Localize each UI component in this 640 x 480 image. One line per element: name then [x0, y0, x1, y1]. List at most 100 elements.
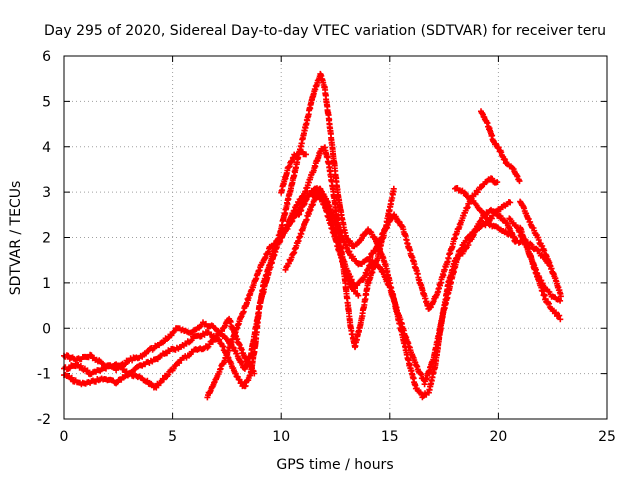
point-marker-run: [302, 91, 317, 131]
point-marker-run: [425, 364, 439, 396]
point-marker-run: [358, 280, 371, 322]
x-tick-label: 25: [598, 429, 616, 445]
series-track-6: [278, 147, 309, 196]
point-marker-run: [425, 291, 440, 312]
point-marker-run: [484, 120, 497, 145]
x-tick-label: 5: [168, 429, 177, 445]
point-marker-run: [399, 334, 412, 367]
series-track-9: [478, 108, 523, 185]
point-marker-run: [321, 83, 332, 122]
point-marker-run: [408, 252, 423, 286]
point-marker-run: [434, 263, 449, 296]
point-marker-run: [447, 248, 462, 287]
x-tick-label: 20: [489, 429, 507, 445]
point-marker-run: [543, 298, 555, 312]
point-marker-run: [241, 372, 254, 390]
point-marker-run: [139, 345, 157, 360]
point-marker-run: [452, 185, 466, 195]
point-marker-run: [517, 198, 532, 222]
point-marker-run: [486, 221, 501, 231]
point-marker-run: [406, 361, 419, 389]
point-marker-run: [486, 175, 501, 186]
point-marker-run: [349, 239, 362, 250]
series-track-11: [517, 198, 564, 300]
series-track-4: [204, 175, 501, 401]
point-marker-run: [543, 252, 558, 280]
point-marker-run: [152, 350, 170, 363]
point-marker-run: [200, 319, 218, 332]
point-marker-run: [326, 116, 337, 158]
x-tick-label: 15: [381, 429, 399, 445]
point-marker-run: [152, 372, 171, 391]
data-points: [61, 70, 564, 401]
point-marker-run: [369, 257, 383, 271]
point-marker-run: [334, 189, 345, 222]
point-marker-run: [504, 230, 518, 241]
point-marker-run: [165, 357, 184, 378]
point-marker-run: [213, 359, 228, 383]
point-marker-run: [360, 258, 375, 283]
point-marker-run: [525, 249, 540, 280]
point-marker-run: [113, 372, 131, 387]
series-track-3: [61, 315, 258, 391]
y-tick-label: 1: [42, 276, 51, 292]
point-marker-run: [378, 266, 393, 289]
point-marker-run: [347, 284, 362, 299]
y-tick-label: 2: [42, 231, 51, 247]
point-marker-run: [478, 108, 490, 126]
point-marker-run: [430, 317, 445, 363]
point-marker-run: [178, 348, 196, 363]
point-marker-run: [382, 261, 393, 284]
y-tick-label: 0: [42, 321, 51, 337]
point-marker-run: [278, 221, 293, 241]
point-marker-run: [386, 284, 401, 317]
point-marker-run: [173, 325, 192, 336]
point-marker-run: [204, 376, 219, 401]
point-marker-run: [343, 288, 354, 330]
point-marker-run: [291, 227, 306, 256]
point-marker-run: [302, 169, 317, 195]
point-marker-run: [438, 280, 454, 324]
point-marker-run: [317, 145, 327, 155]
point-marker-run: [473, 220, 488, 232]
point-marker-run: [412, 385, 425, 398]
y-tick-label: 6: [42, 49, 51, 65]
point-marker-run: [534, 274, 549, 303]
point-marker-run: [549, 307, 559, 317]
point-marker-run: [554, 312, 564, 323]
point-marker-run: [399, 224, 414, 259]
point-marker-run: [74, 361, 92, 377]
point-marker-run: [404, 338, 419, 366]
point-marker-run: [391, 211, 405, 230]
point-marker-run: [330, 229, 345, 262]
point-marker-run: [330, 153, 341, 193]
point-marker-run: [504, 161, 516, 171]
chart-title: Day 295 of 2020, Sidereal Day-to-day VTE…: [44, 23, 606, 39]
point-marker-run: [299, 203, 315, 232]
point-marker-run: [460, 189, 475, 203]
x-tick-label: 0: [60, 429, 69, 445]
point-marker-run: [87, 366, 105, 378]
series-track-2: [61, 144, 397, 390]
point-marker-run: [310, 149, 323, 174]
point-marker-run: [278, 167, 291, 196]
point-marker-run: [352, 317, 365, 351]
point-marker-run: [497, 147, 510, 167]
series-track-8: [452, 185, 518, 241]
series-track-7: [295, 187, 362, 299]
point-marker-run: [534, 234, 549, 258]
point-marker-run: [282, 250, 297, 273]
point-marker-run: [549, 293, 564, 304]
point-marker-run: [373, 227, 388, 250]
point-marker-run: [247, 267, 262, 295]
point-marker-run: [178, 333, 196, 350]
point-marker-run: [417, 280, 432, 312]
point-marker-run: [87, 351, 105, 367]
axis-ticks: 0 5 10 15 20 25 -2 -1 0 1 2 3 4 5 6: [37, 49, 616, 445]
point-marker-run: [339, 233, 353, 258]
series-track-12: [517, 224, 564, 323]
point-marker-run: [256, 243, 273, 274]
point-marker-run: [326, 160, 337, 193]
point-marker-run: [284, 164, 299, 204]
